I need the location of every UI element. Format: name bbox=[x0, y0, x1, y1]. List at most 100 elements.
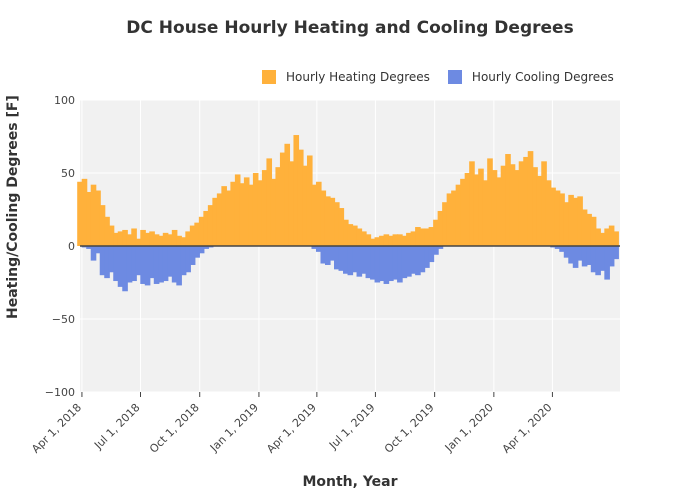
heating-bar[interactable] bbox=[225, 190, 232, 246]
cooling-bar[interactable] bbox=[194, 246, 200, 258]
heating-bar[interactable] bbox=[334, 202, 340, 246]
heating-bar[interactable] bbox=[491, 170, 498, 246]
heating-bar[interactable] bbox=[153, 234, 160, 246]
heating-bar[interactable] bbox=[212, 197, 218, 246]
cooling-bar[interactable] bbox=[397, 246, 403, 283]
cooling-bar[interactable] bbox=[171, 246, 178, 283]
cooling-bar[interactable] bbox=[388, 246, 394, 282]
heating-bar[interactable] bbox=[140, 229, 146, 246]
heating-bar[interactable] bbox=[266, 158, 273, 246]
heating-bar[interactable] bbox=[81, 178, 88, 246]
heating-bar[interactable] bbox=[77, 181, 83, 246]
cooling-bar[interactable] bbox=[428, 246, 435, 263]
cooling-bar[interactable] bbox=[135, 246, 142, 276]
heating-bar[interactable] bbox=[131, 228, 137, 246]
heating-bar[interactable] bbox=[473, 174, 480, 246]
heating-bar[interactable] bbox=[117, 231, 124, 246]
heating-bar[interactable] bbox=[446, 193, 453, 246]
heating-bar[interactable] bbox=[293, 135, 300, 246]
heating-bar[interactable] bbox=[311, 184, 318, 246]
cooling-bar[interactable] bbox=[189, 246, 196, 265]
cooling-bar[interactable] bbox=[126, 246, 133, 283]
heating-bar[interactable] bbox=[207, 205, 214, 246]
cooling-bar[interactable] bbox=[370, 246, 376, 280]
cooling-bar[interactable] bbox=[320, 246, 327, 264]
cooling-bar[interactable] bbox=[149, 246, 155, 279]
heating-bar[interactable] bbox=[338, 208, 345, 246]
cooling-bar[interactable] bbox=[365, 246, 372, 279]
heating-bar[interactable] bbox=[329, 197, 336, 246]
heating-bar[interactable] bbox=[496, 177, 502, 246]
heating-bar[interactable] bbox=[379, 235, 385, 246]
heating-bar[interactable] bbox=[86, 191, 92, 246]
heating-bar[interactable] bbox=[586, 213, 592, 246]
cooling-bar[interactable] bbox=[604, 246, 610, 280]
heating-bar[interactable] bbox=[482, 180, 489, 246]
cooling-bar[interactable] bbox=[176, 246, 182, 286]
cooling-bar[interactable] bbox=[343, 246, 349, 274]
cooling-bar[interactable] bbox=[374, 246, 381, 283]
cooling-bar[interactable] bbox=[379, 246, 385, 282]
heating-bar[interactable] bbox=[419, 228, 426, 246]
heating-bar[interactable] bbox=[550, 187, 556, 246]
cooling-bar[interactable] bbox=[338, 246, 345, 271]
cooling-bar[interactable] bbox=[329, 246, 336, 261]
heating-bar[interactable] bbox=[284, 143, 291, 246]
heating-bar[interactable] bbox=[451, 190, 457, 246]
heating-bar[interactable] bbox=[433, 219, 439, 246]
heating-bar[interactable] bbox=[523, 156, 529, 246]
cooling-bar[interactable] bbox=[117, 246, 124, 287]
heating-bar[interactable] bbox=[99, 205, 106, 246]
heating-bar[interactable] bbox=[608, 225, 615, 246]
heating-bar[interactable] bbox=[95, 190, 101, 246]
heating-bar[interactable] bbox=[415, 227, 421, 246]
heating-bar[interactable] bbox=[126, 234, 133, 246]
heating-bar[interactable] bbox=[171, 229, 178, 246]
heating-bar[interactable] bbox=[257, 180, 264, 246]
cooling-bar[interactable] bbox=[95, 246, 101, 254]
cooling-bar[interactable] bbox=[144, 246, 151, 286]
cooling-bar[interactable] bbox=[568, 246, 574, 264]
heating-bar[interactable] bbox=[347, 224, 354, 246]
cooling-bar[interactable] bbox=[347, 246, 354, 276]
cooling-bar[interactable] bbox=[361, 246, 367, 274]
heating-bar[interactable] bbox=[374, 237, 381, 246]
heating-bar[interactable] bbox=[176, 235, 182, 246]
cooling-bar[interactable] bbox=[410, 246, 417, 274]
heating-bar[interactable] bbox=[320, 190, 327, 246]
heating-bar[interactable] bbox=[383, 234, 390, 246]
cooling-bar[interactable] bbox=[86, 246, 92, 249]
cooling-bar[interactable] bbox=[433, 246, 439, 255]
heating-bar[interactable] bbox=[361, 231, 367, 246]
cooling-bar[interactable] bbox=[383, 246, 390, 284]
heating-bar[interactable] bbox=[288, 161, 295, 246]
heating-bar[interactable] bbox=[568, 194, 574, 246]
cooling-bar[interactable] bbox=[122, 246, 128, 292]
heating-bar[interactable] bbox=[532, 167, 538, 246]
heating-bar[interactable] bbox=[189, 225, 196, 246]
heating-bar[interactable] bbox=[167, 234, 173, 246]
cooling-bar[interactable] bbox=[424, 246, 430, 268]
legend-item-heating[interactable]: Hourly Heating Degrees bbox=[262, 70, 430, 84]
heating-bar[interactable] bbox=[505, 154, 511, 246]
heating-bar[interactable] bbox=[442, 202, 448, 246]
heating-bar[interactable] bbox=[158, 235, 164, 246]
cooling-bar[interactable] bbox=[401, 246, 408, 279]
cooling-bar[interactable] bbox=[437, 246, 444, 249]
cooling-bar[interactable] bbox=[324, 246, 331, 265]
heating-bar[interactable] bbox=[428, 227, 435, 246]
heating-bar[interactable] bbox=[315, 181, 322, 246]
heating-bar[interactable] bbox=[270, 178, 277, 246]
heating-bar[interactable] bbox=[469, 161, 475, 246]
heating-bar[interactable] bbox=[509, 164, 516, 246]
heating-bar[interactable] bbox=[410, 231, 417, 246]
cooling-bar[interactable] bbox=[356, 246, 363, 277]
heating-bar[interactable] bbox=[122, 229, 128, 246]
cooling-bar[interactable] bbox=[415, 246, 421, 276]
heating-bar[interactable] bbox=[343, 219, 349, 246]
heating-bar[interactable] bbox=[370, 238, 376, 246]
cooling-bar[interactable] bbox=[162, 246, 169, 282]
heating-bar[interactable] bbox=[261, 170, 268, 246]
cooling-bar[interactable] bbox=[334, 246, 340, 270]
heating-bar[interactable] bbox=[563, 202, 570, 246]
